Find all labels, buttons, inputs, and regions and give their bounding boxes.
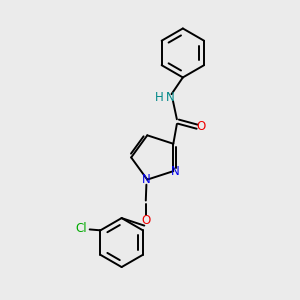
Text: Cl: Cl [75,222,86,235]
Text: O: O [197,120,206,133]
Text: N: N [141,173,150,186]
Text: N: N [170,165,179,178]
Text: H: H [155,91,164,104]
Text: N: N [166,91,175,104]
Text: O: O [141,214,150,227]
